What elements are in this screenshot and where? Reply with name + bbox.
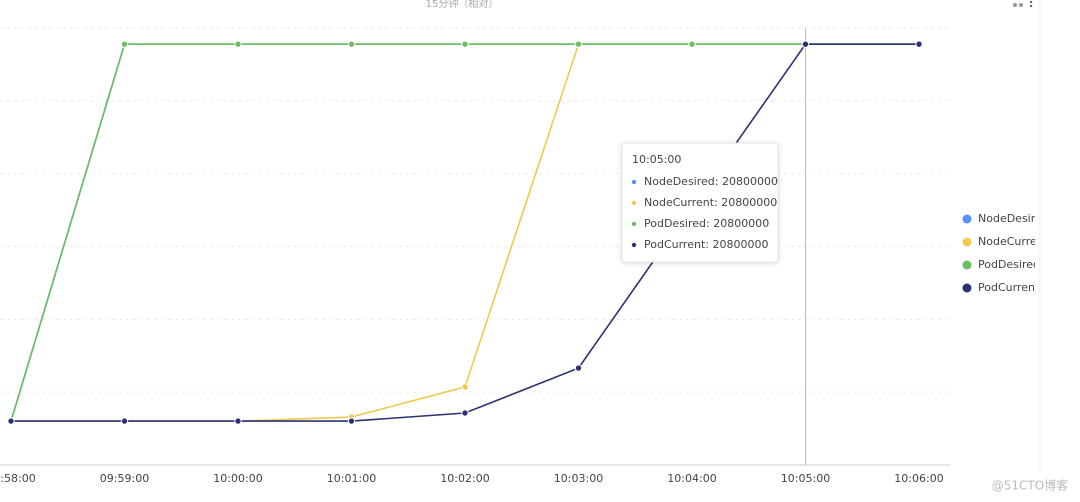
legend-label[interactable]: NodeCurrent (978, 235, 1049, 248)
tooltip-item: PodDesired: 20800000 (644, 217, 769, 230)
watermark: @51CTO博客 (992, 478, 1068, 493)
tooltip: 10:05:00 NodeDesired: 20800000 NodeCurrent… (621, 142, 779, 263)
point (461, 40, 469, 48)
tooltip-item: NodeCurrent: 20800000 (644, 196, 777, 209)
tooltip-marker (631, 200, 637, 206)
point (915, 40, 923, 48)
legend-label[interactable]: NodeDesired (978, 212, 1049, 225)
point (688, 40, 696, 48)
x-tick-label: 10:03:00 (554, 472, 603, 485)
x-tick-label: 10:01:00 (327, 472, 376, 485)
point (7, 417, 15, 425)
tooltip-marker (631, 179, 637, 185)
toolbar-icons[interactable] (1013, 0, 1033, 8)
chart-title: 15分钟（相对） (426, 0, 499, 10)
point (801, 40, 810, 48)
legend-marker (962, 237, 972, 247)
tooltip-title: 10:05:00 (632, 153, 681, 166)
x-tick-label: 09:59:00 (100, 472, 149, 485)
x-tick-label: 10:05:00 (781, 472, 830, 485)
x-tick-label: 10:06:00 (894, 472, 943, 485)
tooltip-item: PodCurrent: 20800000 (644, 238, 768, 251)
point (120, 40, 129, 48)
point (574, 40, 583, 48)
tooltip-marker (631, 242, 637, 248)
tooltip-item: NodeDesired: 20800000 (644, 175, 778, 188)
legend: NodeDesired NodeCurrent PodDesired PodCurre… (962, 212, 1049, 294)
legend-label[interactable]: PodCurrent (978, 281, 1040, 294)
x-tick-label: 10:04:00 (667, 472, 716, 485)
plot: 09:58:00 09:59:00 10:00:00 10:01:00 10:02:00… (0, 27, 950, 485)
point (574, 364, 583, 372)
point (347, 40, 356, 48)
point (347, 417, 356, 425)
legend-marker (962, 260, 972, 270)
tooltip-box (621, 142, 779, 263)
point (234, 417, 242, 425)
tooltip-marker (631, 221, 637, 227)
point (120, 417, 129, 425)
legend-marker (962, 214, 972, 224)
legend-label[interactable]: PodDesired (978, 258, 1040, 271)
legend-marker (962, 283, 972, 293)
x-tick-label: 10:02:00 (440, 472, 489, 485)
point (461, 409, 469, 417)
x-tick-label: 10:00:00 (213, 472, 262, 485)
point (234, 40, 242, 48)
point (461, 383, 469, 391)
x-tick-label: 09:58:00 (0, 472, 36, 485)
